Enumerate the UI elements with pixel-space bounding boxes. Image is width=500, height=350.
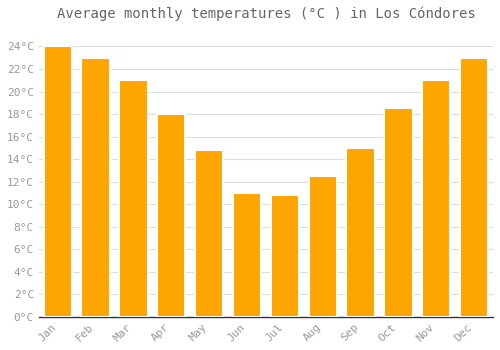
Bar xyxy=(384,108,412,317)
Bar xyxy=(270,195,299,317)
Bar xyxy=(422,80,450,317)
Bar xyxy=(233,193,261,317)
Bar xyxy=(308,176,337,317)
Bar xyxy=(460,58,488,317)
Bar xyxy=(195,150,224,317)
Bar xyxy=(119,80,148,317)
Bar xyxy=(346,148,375,317)
Bar xyxy=(44,47,72,317)
Title: Average monthly temperatures (°C ) in Los Cóndores: Average monthly temperatures (°C ) in Lo… xyxy=(56,7,476,21)
Bar xyxy=(157,114,186,317)
Bar xyxy=(82,58,110,317)
